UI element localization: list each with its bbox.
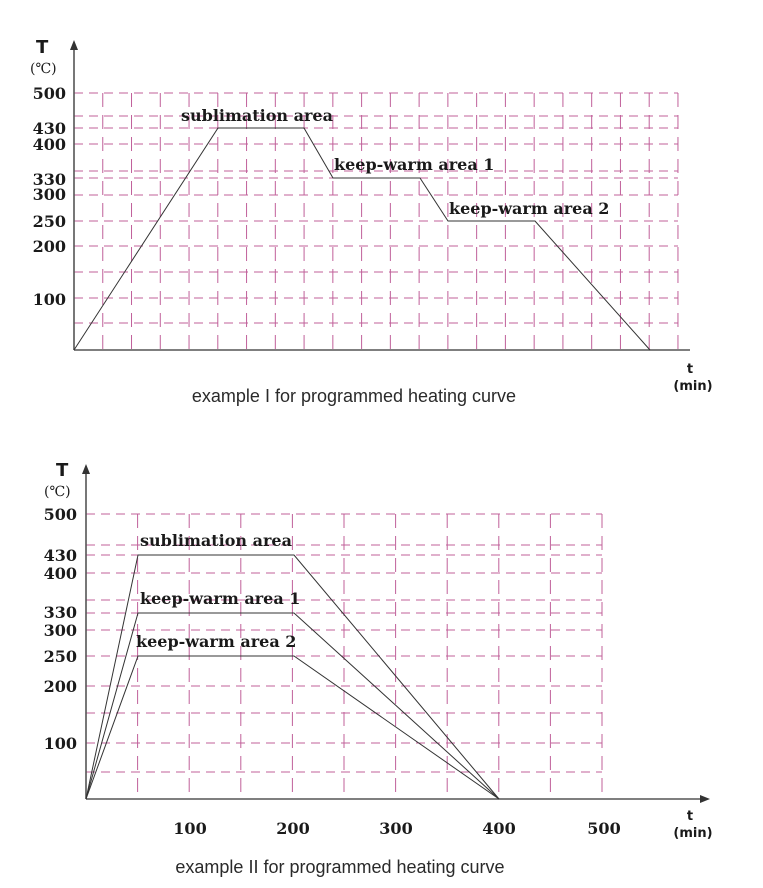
chart-1: T (℃) 500 430 400 330 300 250 200 100 su…: [30, 37, 713, 406]
chart-1-tick-200: 200: [33, 237, 66, 256]
chart-1-tick-400: 400: [33, 135, 66, 154]
chart-2-caption: example II for programmed heating curve: [175, 857, 504, 877]
chart-2-y-unit: (℃): [44, 484, 71, 500]
chart-2-tick-100: 100: [44, 734, 77, 753]
chart-2-tick-200: 200: [44, 677, 77, 696]
chart-2-x-unit: (min): [673, 826, 712, 841]
chart-1-tick-300: 300: [33, 185, 66, 204]
chart-1-grid: [74, 92, 679, 350]
chart-2-y-axis-arrow-icon: [82, 464, 90, 474]
chart-2-xtick-500: 500: [587, 819, 620, 838]
chart-2-curve-keep-warm-1: [85, 612, 500, 800]
chart-1-x-unit: (min): [673, 379, 712, 394]
chart-2-xtick-100: 100: [173, 819, 206, 838]
chart-1-y-label: T: [36, 37, 49, 58]
chart-2-x-label: t: [687, 809, 693, 824]
chart-2-xtick-300: 300: [379, 819, 412, 838]
chart-2-label-sublimation: sublimation area: [140, 531, 292, 550]
chart-1-tick-100: 100: [33, 290, 66, 309]
chart-1-caption: example I for programmed heating curve: [192, 386, 516, 406]
chart-2-tick-400: 400: [44, 564, 77, 583]
chart-2: T (℃) 500 430 400 330 300 250 200 100 10…: [44, 460, 713, 877]
chart-2-grid: [86, 513, 603, 799]
chart-1-tick-330: 330: [33, 170, 66, 189]
chart-2-tick-250: 250: [44, 647, 77, 666]
chart-1-heating-curve: [73, 127, 651, 351]
chart-2-xtick-200: 200: [276, 819, 309, 838]
chart-1-tick-500: 500: [33, 84, 66, 103]
chart-2-xtick-400: 400: [482, 819, 515, 838]
chart-1-label-keep-warm-2: keep-warm area 2: [449, 199, 609, 218]
chart-1-y-axis-arrow-icon: [70, 40, 78, 50]
chart-2-tick-430: 430: [44, 546, 77, 565]
chart-1-label-sublimation: sublimation area: [181, 106, 333, 125]
chart-2-label-keep-warm-1: keep-warm area 1: [140, 589, 300, 608]
chart-1-tick-430: 430: [33, 119, 66, 138]
chart-2-label-keep-warm-2: keep-warm area 2: [136, 632, 296, 651]
chart-1-tick-250: 250: [33, 212, 66, 231]
chart-1-x-label: t: [687, 362, 693, 377]
chart-1-y-unit: (℃): [30, 61, 57, 77]
chart-2-curve-keep-warm-2: [85, 655, 500, 800]
chart-1-label-keep-warm-1: keep-warm area 1: [334, 155, 494, 174]
chart-2-tick-300: 300: [44, 621, 77, 640]
chart-2-y-label: T: [56, 460, 69, 481]
chart-2-tick-330: 330: [44, 603, 77, 622]
chart-2-curve-sublimation: [85, 554, 500, 800]
chart-2-x-axis-arrow-icon: [700, 795, 710, 803]
chart-2-tick-500: 500: [44, 505, 77, 524]
